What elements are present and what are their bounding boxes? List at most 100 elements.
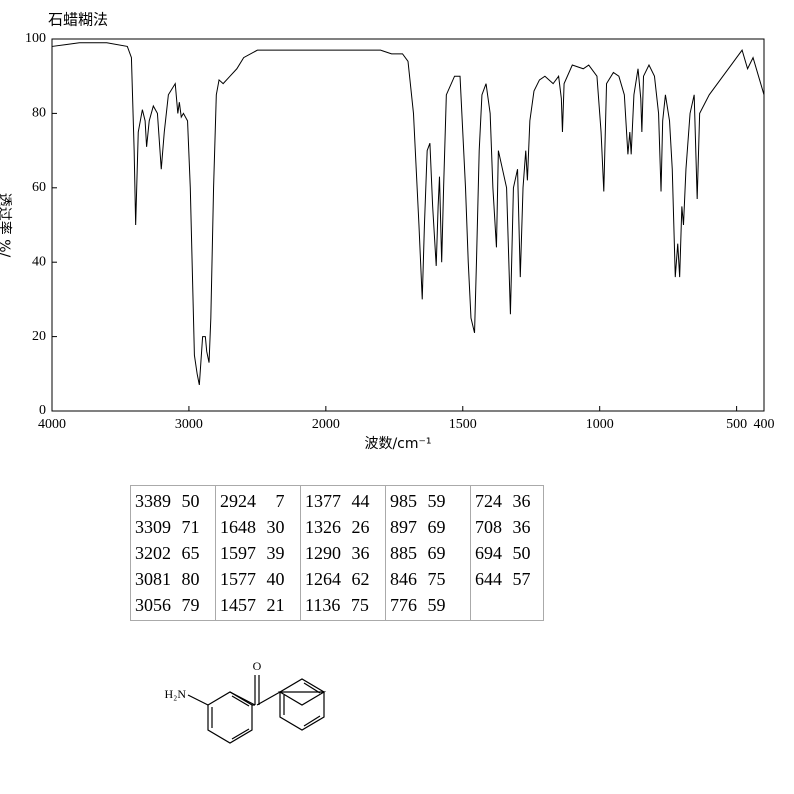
y-axis-label: 透过率 %/ — [0, 193, 13, 258]
transmittance: 44 — [351, 491, 370, 511]
table-row: 3309 71 — [135, 514, 211, 540]
y-tick-label: 60 — [32, 180, 46, 195]
wavenumber: 3389 — [135, 491, 171, 511]
x-tick-label: 2000 — [312, 417, 340, 432]
table-row: 1136 75 — [305, 592, 381, 618]
transmittance: 79 — [181, 595, 200, 615]
x-tick-label: 3000 — [175, 417, 203, 432]
table-row: 2924 7 — [220, 488, 296, 514]
table-row: 708 36 — [475, 514, 539, 540]
transmittance: 50 — [181, 491, 200, 511]
y-tick-label: 80 — [32, 106, 46, 121]
amine-label: H₂N — [164, 687, 186, 701]
transmittance: 39 — [266, 543, 285, 563]
transmittance: 59 — [427, 491, 446, 511]
transmittance: 80 — [181, 569, 200, 589]
wavenumber: 1648 — [220, 517, 256, 537]
wavenumber: 776 — [390, 595, 417, 615]
oxygen-label: O — [253, 659, 262, 673]
y-tick-label: 40 — [32, 254, 46, 269]
table-row: 1377 44 — [305, 488, 381, 514]
wavenumber: 897 — [390, 517, 417, 537]
wavenumber: 1597 — [220, 543, 256, 563]
transmittance: 36 — [512, 491, 531, 511]
table-column: 1377 44 1326 26 1290 36 1264 62 1136 75 — [301, 486, 386, 620]
table-row: 3389 50 — [135, 488, 211, 514]
table-column: 2924 7 1648 30 1597 39 1577 40 1457 21 — [216, 486, 301, 620]
wavenumber: 846 — [390, 569, 417, 589]
table-row: 3056 79 — [135, 592, 211, 618]
table-row: 1597 39 — [220, 540, 296, 566]
table-column: 985 59 897 69 885 69 846 75 776 59 — [386, 486, 471, 620]
wavenumber: 985 — [390, 491, 417, 511]
wavenumber: 724 — [475, 491, 502, 511]
wavenumber: 885 — [390, 543, 417, 563]
table-row: 1577 40 — [220, 566, 296, 592]
transmittance: 40 — [266, 569, 285, 589]
wavenumber: 708 — [475, 517, 502, 537]
table-row: 776 59 — [390, 592, 466, 618]
wavenumber: 1457 — [220, 595, 256, 615]
table-row: 724 36 — [475, 488, 539, 514]
x-tick-label: 1000 — [586, 417, 614, 432]
structure: H₂N O — [164, 659, 327, 744]
transmittance: 69 — [427, 543, 446, 563]
table-row: 1457 21 — [220, 592, 296, 618]
wavenumber: 2924 — [220, 491, 256, 511]
transmittance: 21 — [266, 595, 285, 615]
wavenumber: 1290 — [305, 543, 341, 563]
table-row: 644 57 — [475, 566, 539, 592]
transmittance: 75 — [427, 569, 446, 589]
wavenumber: 3081 — [135, 569, 171, 589]
chart-title: 石蜡糊法 — [48, 11, 108, 29]
x-tick-label: 500 — [726, 417, 747, 432]
y-tick-label: 100 — [25, 31, 46, 46]
x-tick-label: 4000 — [38, 417, 66, 432]
wavenumber: 1136 — [305, 595, 341, 615]
table-row: 985 59 — [390, 488, 466, 514]
structure-bonds — [187, 675, 327, 744]
x-tick-label: 1500 — [449, 417, 477, 432]
x-tick-label: 400 — [754, 417, 775, 432]
wavenumber: 3056 — [135, 595, 171, 615]
transmittance: 30 — [266, 517, 285, 537]
transmittance: 65 — [181, 543, 200, 563]
wavenumber: 3309 — [135, 517, 171, 537]
transmittance: 75 — [350, 595, 369, 615]
transmittance: 57 — [512, 569, 531, 589]
x-axis-label: 波数/cm⁻¹ — [364, 436, 431, 452]
table-row: 897 69 — [390, 514, 466, 540]
peak-table: 3389 50 3309 71 3202 65 3081 80 3056 79 2924 … — [130, 485, 544, 621]
wavenumber: 644 — [475, 569, 502, 589]
transmittance: 59 — [427, 595, 446, 615]
table-row: 885 69 — [390, 540, 466, 566]
table-column: 724 36 708 36 694 50 644 57 — [471, 486, 543, 620]
chart: 石蜡糊法 波数/cm⁻¹ 透过率 %/ 4000 3000 2000 1500 1000… — [0, 11, 775, 453]
table-row: 3081 80 — [135, 566, 211, 592]
transmittance: 26 — [351, 517, 370, 537]
transmittance: 62 — [351, 569, 370, 589]
wavenumber: 694 — [475, 543, 502, 563]
table-row: 1326 26 — [305, 514, 381, 540]
wavenumber: 1377 — [305, 491, 341, 511]
transmittance: 50 — [512, 543, 531, 563]
plot-frame — [51, 38, 765, 412]
wavenumber: 3202 — [135, 543, 171, 563]
transmittance: 36 — [351, 543, 370, 563]
y-tick-label: 0 — [39, 403, 46, 418]
table-row: 3202 65 — [135, 540, 211, 566]
transmittance: 7 — [275, 491, 285, 511]
wavenumber: 1264 — [305, 569, 341, 589]
table-row: 1290 36 — [305, 540, 381, 566]
transmittance: 36 — [512, 517, 531, 537]
y-tick-label: 20 — [32, 329, 46, 344]
table-row: 846 75 — [390, 566, 466, 592]
table-column: 3389 50 3309 71 3202 65 3081 80 3056 79 — [131, 486, 216, 620]
wavenumber: 1577 — [220, 569, 256, 589]
spectrum-line — [51, 42, 765, 386]
table-row: 1264 62 — [305, 566, 381, 592]
wavenumber: 1326 — [305, 517, 341, 537]
transmittance: 71 — [181, 517, 200, 537]
transmittance: 69 — [427, 517, 446, 537]
